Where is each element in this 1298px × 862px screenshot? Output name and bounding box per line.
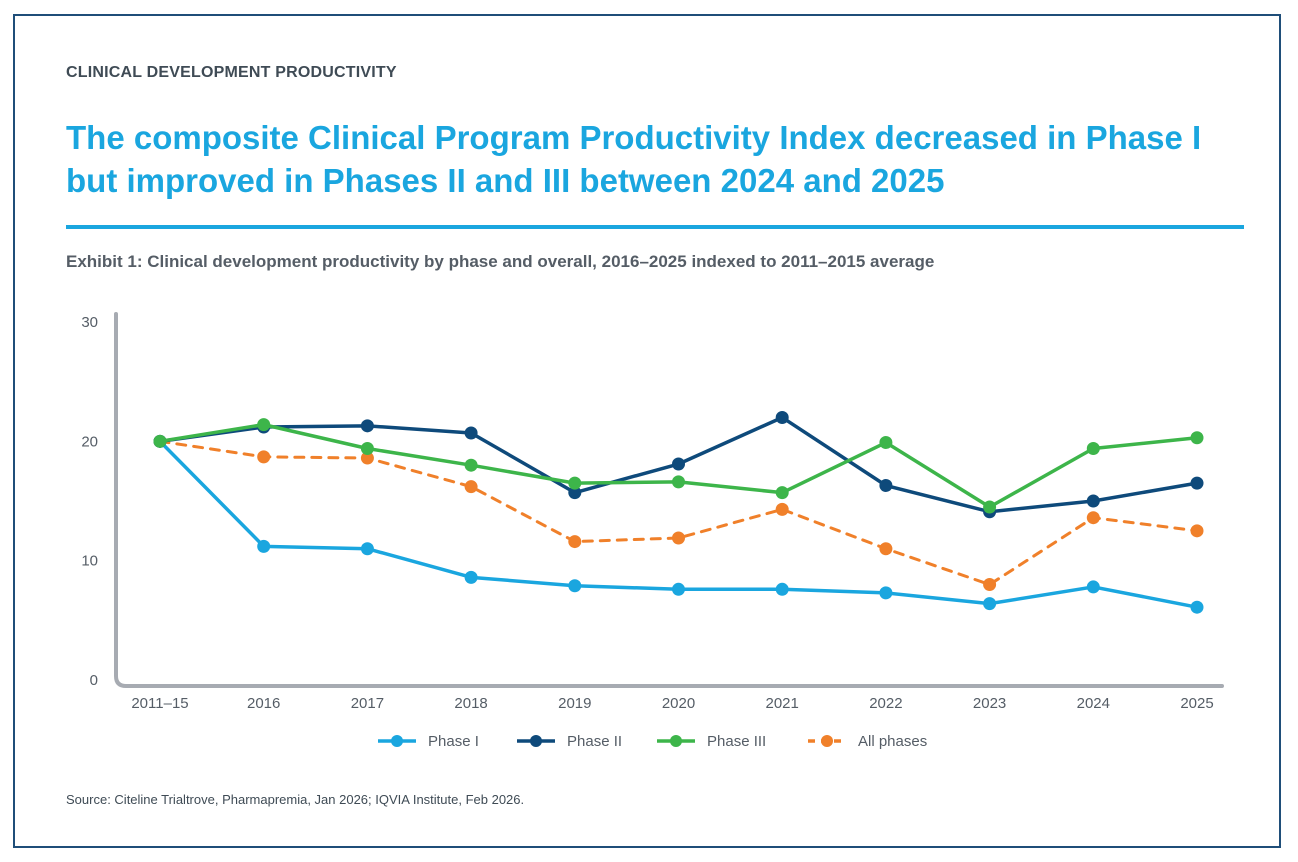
headline: The composite Clinical Program Productiv… (66, 119, 1202, 199)
data-point-phase-iii (257, 418, 271, 432)
data-point-all-phases (879, 542, 893, 556)
data-point-phase-iii (464, 458, 478, 472)
data-point-phase-iii (775, 486, 789, 500)
x-tick-label: 2020 (662, 695, 695, 712)
data-point-phase-iii (360, 441, 374, 455)
data-point-all-phases (360, 451, 374, 465)
x-tick-label: 2018 (454, 695, 487, 712)
x-tick-label: 2016 (247, 695, 280, 712)
legend-label: Phase I (428, 732, 479, 750)
data-point-phase-iii (1086, 441, 1100, 455)
source-note: Source: Citeline Trialtrove, Pharmapremi… (66, 792, 525, 807)
data-point-phase-ii (360, 419, 374, 433)
legend-label: Phase III (707, 732, 767, 750)
data-point-phase-i (257, 539, 271, 553)
data-point-all-phases (1190, 524, 1204, 538)
data-point-all-phases (1086, 511, 1100, 525)
data-point-phase-iii (672, 475, 685, 489)
chart-legend: Phase I Phase II Phase III All phases (0, 727, 1298, 755)
x-tick-label: 2011–15 (131, 695, 188, 712)
data-point-all-phases (568, 535, 582, 549)
data-point-phase-iii (983, 500, 997, 514)
legend-item-all-phases: All phases (806, 727, 927, 755)
data-point-phase-i (879, 586, 893, 600)
data-point-phase-i (1190, 600, 1204, 614)
data-point-phase-i (775, 582, 789, 596)
legend-label: Phase II (567, 732, 623, 750)
x-tick-label: 2022 (869, 695, 902, 712)
data-point-phase-ii (1190, 476, 1204, 490)
y-tick-label: 10 (81, 553, 98, 570)
data-point-phase-i (983, 597, 997, 611)
data-point-phase-ii (775, 410, 789, 424)
data-point-phase-iii (568, 476, 582, 490)
data-point-phase-ii (568, 486, 582, 500)
y-tick-label: 20 (81, 433, 98, 450)
x-tick-label: 2021 (766, 695, 799, 712)
data-point-all-phases (983, 578, 997, 592)
legend-item-phase-iii: Phase III (655, 727, 766, 755)
section-kicker: CLINICAL DEVELOPMENT PRODUCTIVITY (66, 64, 397, 81)
data-point-phase-ii (672, 457, 685, 471)
data-point-phase-i (1086, 580, 1100, 594)
data-point-phase-i (672, 582, 685, 596)
x-tick-label: 2023 (973, 695, 1006, 712)
y-tick-label: 30 (81, 314, 98, 331)
x-tick-label: 2017 (351, 695, 384, 712)
line-chart: 0 10 20 30 2011–15 2016 2017 2018 2019 2020 2021 20… (81, 312, 1224, 712)
data-point-phase-ii (464, 426, 478, 440)
data-point-all-phases (257, 450, 271, 464)
data-point-all-phases (775, 502, 789, 516)
y-tick-label: 0 (90, 672, 98, 689)
data-point-phase-iii (1190, 431, 1204, 445)
data-point-phase-iii (879, 436, 893, 450)
legend-swatch-all-phases (808, 735, 846, 747)
axis-lines (114, 312, 1224, 688)
data-point-phase-iii (153, 434, 167, 448)
data-point-phase-i (464, 570, 478, 584)
data-point-phase-ii (879, 478, 893, 492)
data-point-all-phases (464, 480, 478, 494)
x-tick-label: 2019 (558, 695, 591, 712)
legend-label: All phases (858, 732, 928, 750)
x-tick-label: 2024 (1077, 695, 1110, 712)
legend-swatch-phase-ii (517, 735, 555, 747)
data-point-phase-i (360, 542, 374, 556)
data-point-phase-i (568, 579, 582, 593)
x-tick-label: 2025 (1180, 695, 1213, 712)
legend-swatch-phase-iii (657, 735, 695, 747)
legend-item-phase-i: Phase I (376, 727, 479, 755)
figure-frame (13, 14, 1281, 848)
exhibit-subtitle: Exhibit 1: Clinical development producti… (66, 252, 935, 271)
data-point-phase-ii (1086, 494, 1100, 508)
legend-swatch-phase-i (378, 735, 416, 747)
headline-rule (66, 225, 1244, 229)
data-point-all-phases (672, 531, 685, 545)
legend-item-phase-ii: Phase II (515, 727, 622, 755)
